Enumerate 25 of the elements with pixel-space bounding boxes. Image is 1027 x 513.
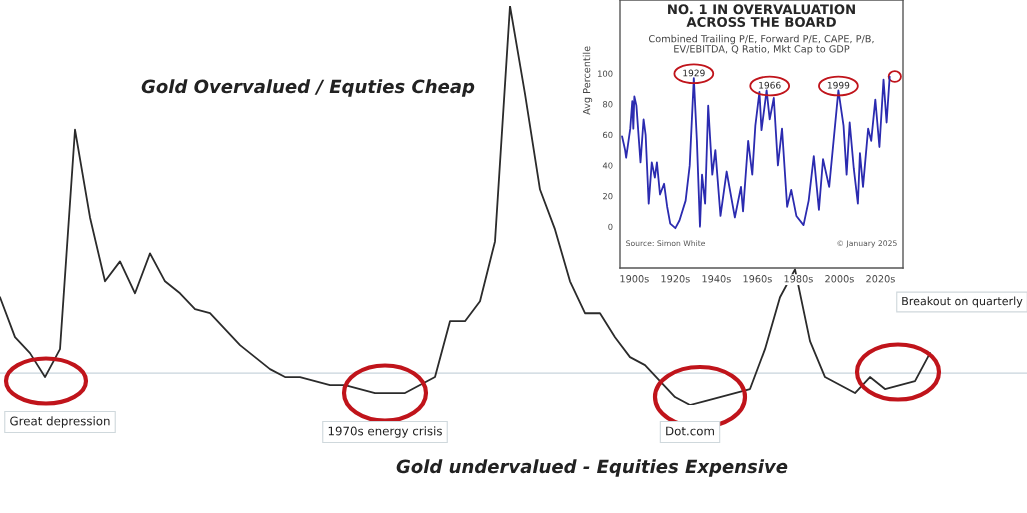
y-tick-label: 60 [603, 131, 613, 139]
annotation: 1966 [759, 81, 781, 89]
x-tick-label: 1940s [702, 275, 731, 283]
text: 1970s energy crisis [328, 426, 442, 438]
text: Great depression [10, 416, 110, 428]
annotation: 1929 [683, 69, 705, 77]
text: Gold undervalued - Equities Expensive [396, 459, 788, 477]
y-tick-label: 20 [603, 193, 613, 200]
y-tick-label: 80 [603, 101, 613, 108]
text: Dot.com [666, 426, 714, 436]
x-tick-label: 1960s [743, 275, 772, 283]
text: NO. 1 IN OVERVALUATION ACROSS THE BOARD [668, 4, 855, 27]
y-tick-label: 40 [602, 162, 613, 169]
x-tick-label: 1920s [661, 275, 690, 283]
x-tick-label: 2000s [825, 275, 854, 283]
text: Combined Trailing P/E, Forward P/E, CAPE, P/B, EV/EBITDA, Q Ratio, Mkt Cap to GDP [649, 34, 874, 55]
y-tick-label: 100 [598, 70, 613, 77]
annotation: Gold Overvalued / Equties Cheap [141, 79, 475, 97]
annotation: 1999 [827, 81, 850, 89]
annotation: Breakout on quarterly [902, 296, 1023, 308]
x-tick-label: 1900s [620, 275, 649, 283]
x-tick-label: 2020s [866, 275, 895, 283]
x-tick-label: 1980s [784, 275, 813, 283]
y-tick-label: 0 [608, 223, 613, 230]
y-axis-title: Avg Percentile [582, 46, 593, 115]
